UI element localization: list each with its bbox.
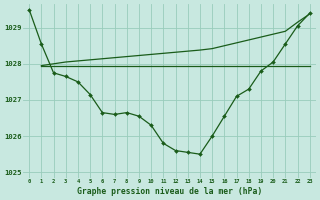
X-axis label: Graphe pression niveau de la mer (hPa): Graphe pression niveau de la mer (hPa) [77,187,262,196]
